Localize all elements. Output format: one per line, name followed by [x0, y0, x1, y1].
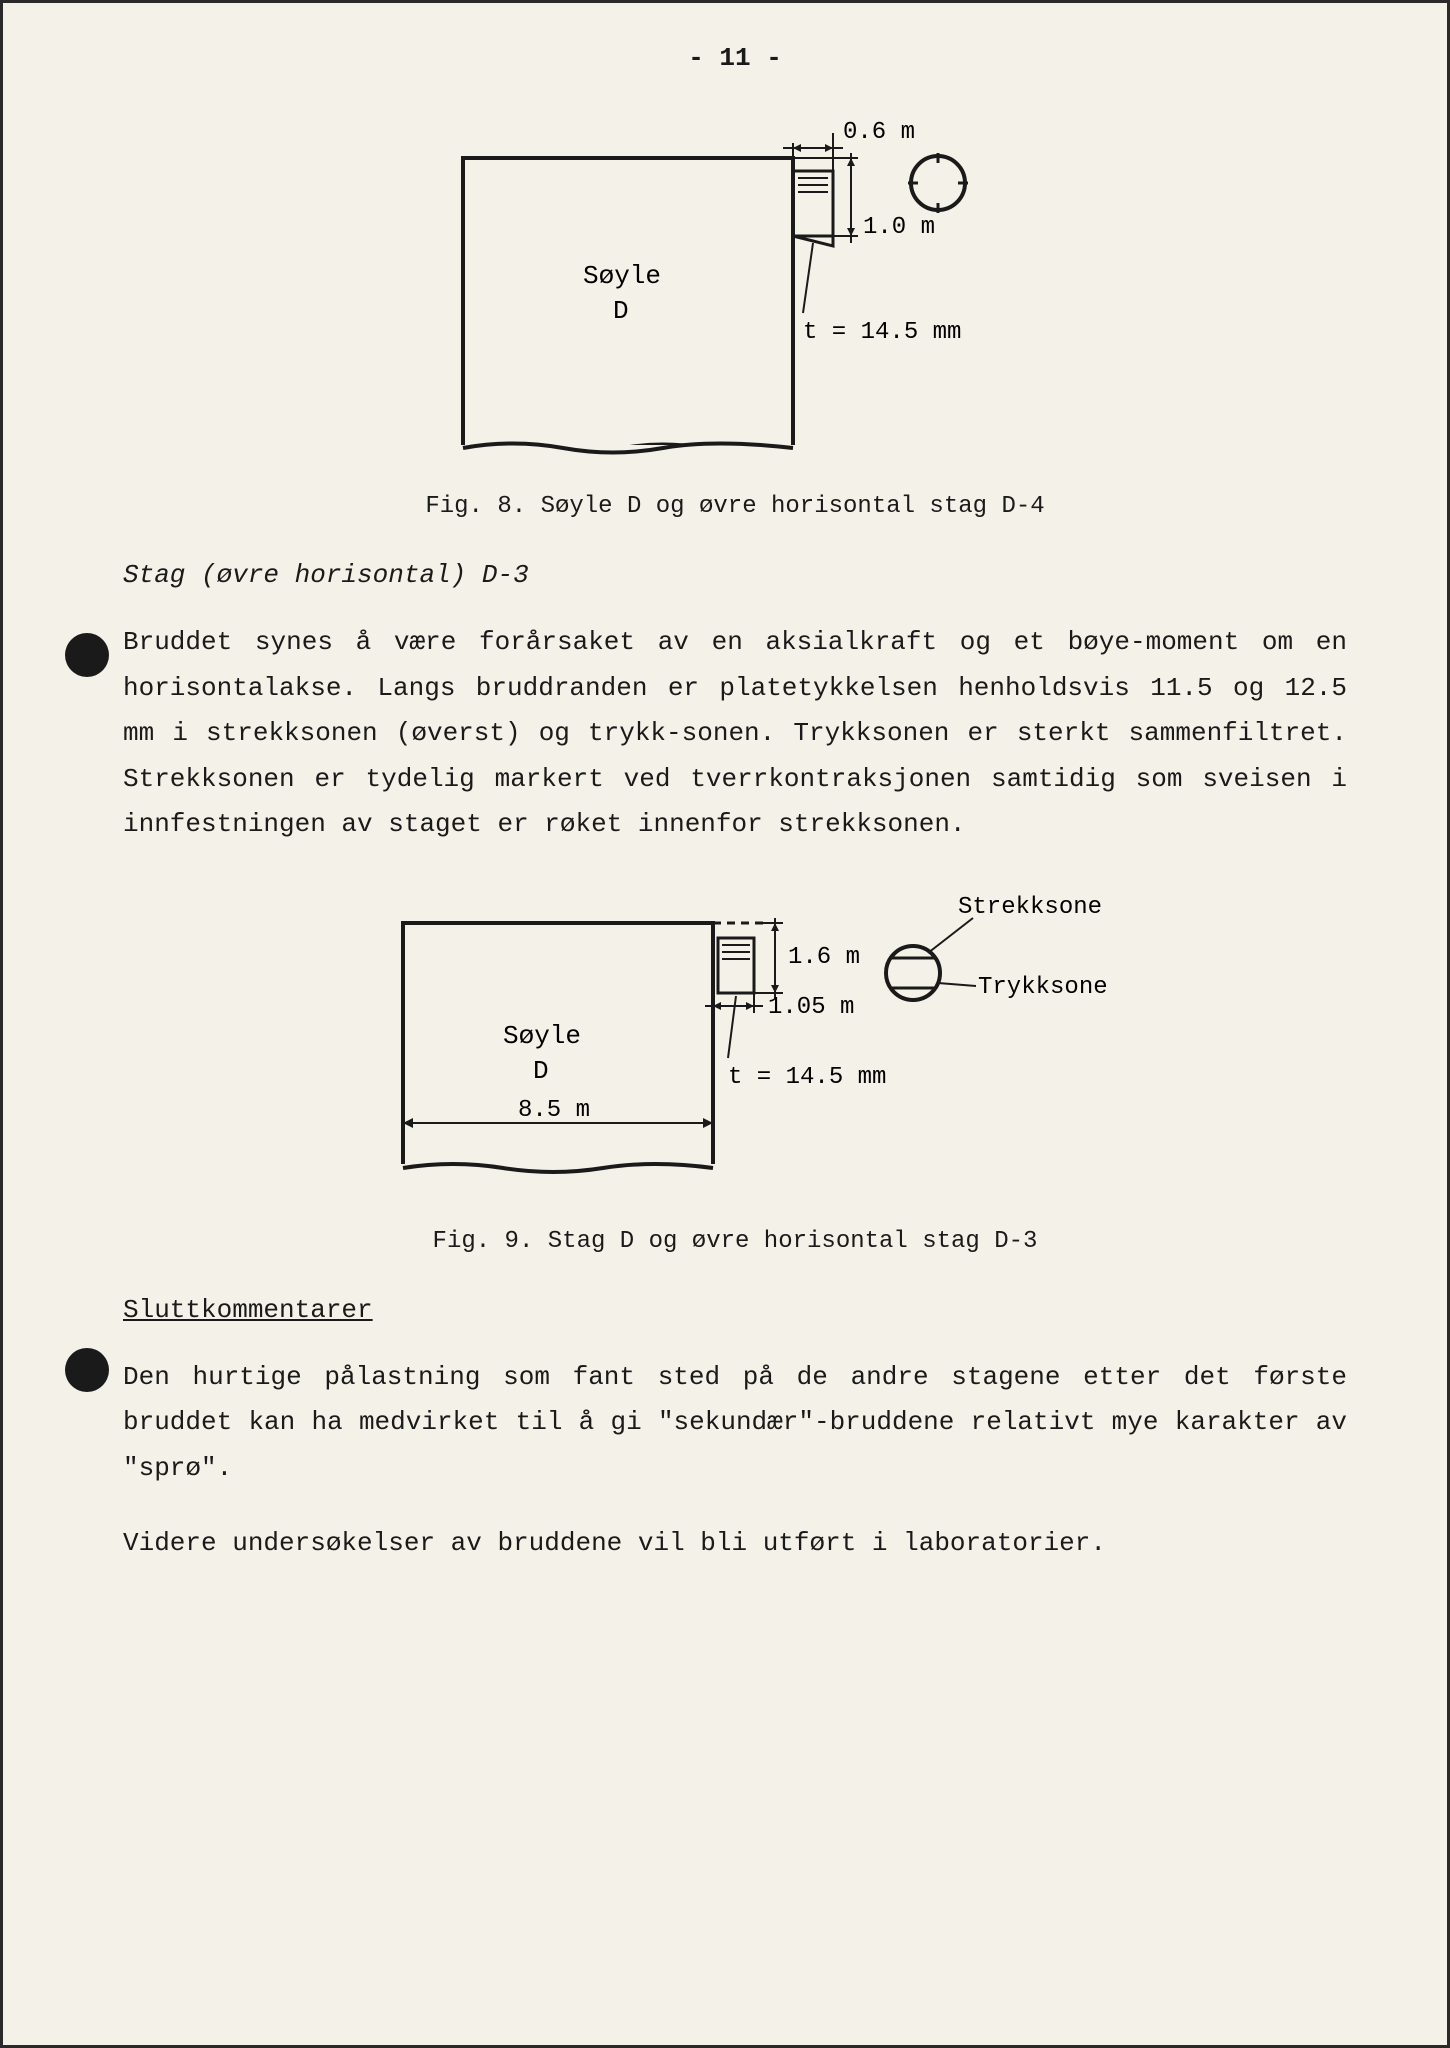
fig9-thickness: t = 14.5 mm [728, 1064, 886, 1091]
fig9-label-trykk: Trykksone [978, 974, 1108, 1001]
figure-8-svg: Søyle D 0.6 m 1.0 m t = 14.5 mm [403, 103, 1023, 473]
figure-9: Søyle D 1.6 m 1.05 m t = [343, 878, 1123, 1208]
fig9-box-label1: Søyle [503, 1021, 581, 1051]
closing-heading: Sluttkommentarer [123, 1295, 1347, 1325]
closing-p2: Videre undersøkelser av bruddene vil bli… [123, 1521, 1347, 1567]
paragraph-d3: Bruddet synes å være forårsaket av en ak… [123, 620, 1347, 848]
fig8-dim-side: 1.0 m [863, 214, 935, 241]
fig9-label-strekk: Strekksone [958, 894, 1102, 921]
figure-8: Søyle D 0.6 m 1.0 m t = 14.5 mm [403, 103, 1023, 473]
fig8-box-label2: D [613, 296, 629, 326]
closing-p1: Den hurtige pålastning som fant sted på … [123, 1355, 1347, 1492]
fig8-box-label1: Søyle [583, 261, 661, 291]
fig8-dim-top: 0.6 m [843, 119, 915, 146]
figure-9-svg: Søyle D 1.6 m 1.05 m t = [343, 878, 1123, 1208]
fig9-dim-offset: 1.05 m [768, 994, 854, 1021]
figure-8-caption: Fig. 8. Søyle D og øvre horisontal stag … [123, 493, 1347, 520]
fig9-dim-width: 8.5 m [518, 1097, 590, 1124]
fig9-dim-gap: 1.6 m [788, 944, 860, 971]
document-page: - 11 - Søyle D 0.6 m [3, 3, 1447, 2045]
section-heading-d3: Stag (øvre horisontal) D-3 [123, 560, 1347, 590]
fig9-box-label2: D [533, 1056, 549, 1086]
figure-9-caption: Fig. 9. Stag D og øvre horisontal stag D… [123, 1228, 1347, 1255]
fig8-thickness: t = 14.5 mm [803, 319, 961, 346]
page-number: - 11 - [123, 43, 1347, 73]
